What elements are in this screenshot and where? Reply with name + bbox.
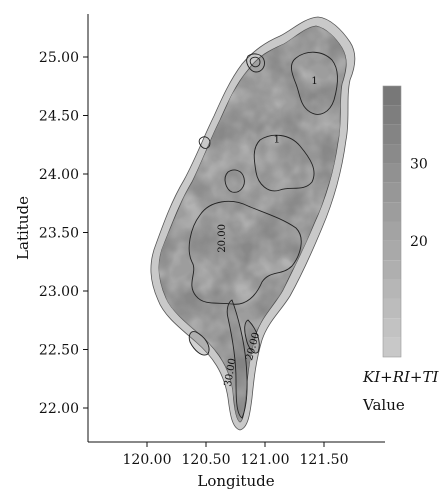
x-tick-label: 120.00 bbox=[123, 452, 172, 468]
y-axis-title: Latitude bbox=[14, 196, 32, 260]
legend-band bbox=[383, 318, 401, 338]
x-axis-title: Longitude bbox=[197, 472, 274, 490]
legend-band bbox=[383, 182, 401, 203]
contour-line bbox=[224, 169, 245, 193]
legend-band bbox=[383, 124, 401, 145]
contour-label: 30.00 bbox=[223, 357, 239, 387]
legend-tick-label: 30 bbox=[410, 156, 428, 172]
axes bbox=[87, 14, 385, 443]
contour-line bbox=[188, 331, 210, 356]
contour-label: 1 bbox=[311, 76, 317, 87]
legend-band bbox=[383, 144, 401, 164]
y-tick-label: 24.00 bbox=[39, 167, 79, 183]
y-tick-label: 23.50 bbox=[39, 226, 79, 242]
legend-frame bbox=[382, 85, 402, 358]
legend-tick-labels: 30 20 bbox=[410, 156, 428, 249]
x-tick-label: 121.00 bbox=[241, 452, 290, 468]
contour-line bbox=[290, 51, 338, 115]
x-axis-ticks: 120.00 120.50 121.00 121.50 bbox=[123, 442, 349, 468]
legend-title-line2: Value bbox=[362, 396, 405, 414]
legend-band bbox=[383, 86, 401, 106]
y-tick-label: 23.00 bbox=[39, 284, 79, 300]
y-tick-label: 22.50 bbox=[39, 343, 79, 359]
y-tick-label: 22.00 bbox=[39, 401, 79, 417]
x-tick-label: 121.50 bbox=[300, 452, 349, 468]
legend-band bbox=[383, 240, 401, 261]
contour-line bbox=[249, 56, 261, 68]
contour-line bbox=[226, 299, 248, 419]
contour-line bbox=[244, 319, 260, 354]
legend-band bbox=[383, 337, 401, 357]
legend-band bbox=[383, 202, 401, 222]
legend-color-bar bbox=[382, 85, 402, 358]
contour-line bbox=[253, 134, 315, 192]
legend-title-line1: KI+RI+TI bbox=[362, 368, 439, 386]
contour-line bbox=[246, 53, 265, 73]
legend-band bbox=[383, 260, 401, 280]
legend: 30 20 KI+RI+TI Value bbox=[362, 85, 439, 414]
legend-tick-label: 20 bbox=[410, 234, 428, 250]
legend-band bbox=[383, 221, 401, 241]
x-tick-label: 120.50 bbox=[182, 452, 231, 468]
contour-lines bbox=[188, 51, 338, 419]
contour-label: 20.00 bbox=[217, 224, 228, 253]
legend-band bbox=[383, 279, 401, 299]
y-tick-label: 25.00 bbox=[39, 50, 79, 66]
legend-band bbox=[383, 163, 401, 183]
legend-band bbox=[383, 298, 401, 319]
contour-line bbox=[188, 200, 302, 305]
contour-label: 1 bbox=[274, 134, 280, 145]
legend-band bbox=[383, 105, 401, 125]
y-tick-label: 24.50 bbox=[39, 109, 79, 125]
y-axis-ticks: 22.00 22.50 23.00 23.50 24.00 24.50 25.00 bbox=[39, 50, 88, 417]
contour-line bbox=[198, 136, 211, 149]
